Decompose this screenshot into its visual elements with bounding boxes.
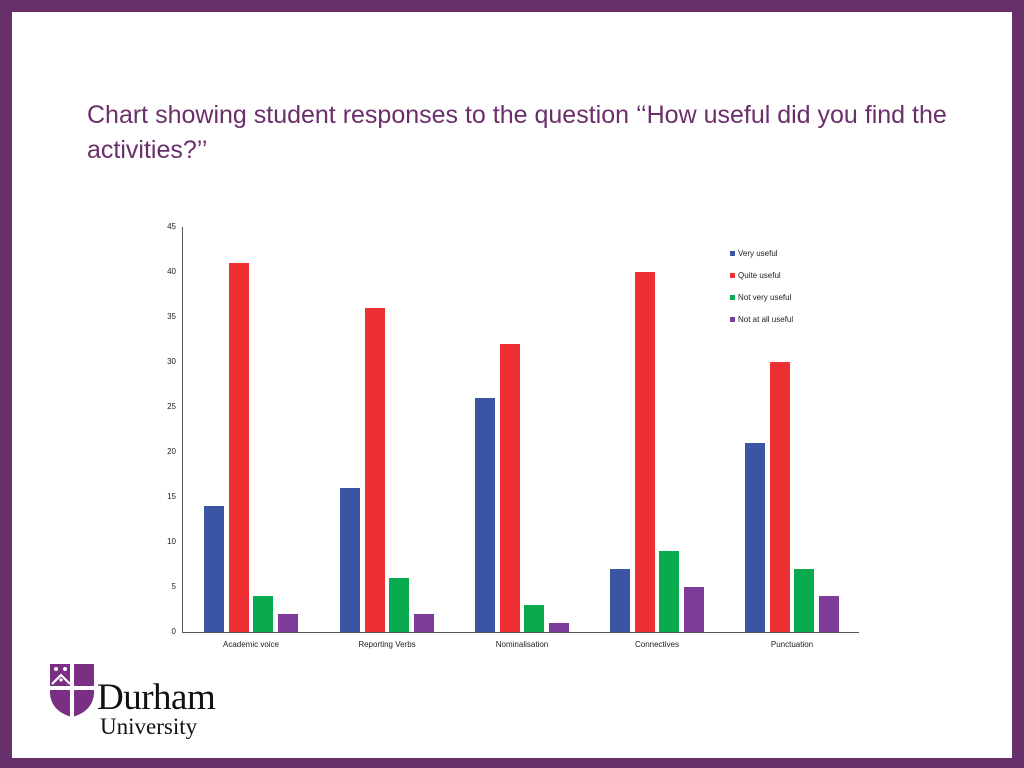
legend-item: Very useful: [730, 242, 793, 264]
legend-item: Quite useful: [730, 264, 793, 286]
bar-quite-useful: [364, 308, 385, 632]
legend-label: Not very useful: [738, 292, 792, 302]
durham-university-logo: Durham University: [45, 662, 235, 747]
bar-not-at-all-useful: [549, 623, 570, 632]
y-tick-label: 20: [167, 447, 176, 456]
slide-title: Chart showing student responses to the q…: [87, 101, 947, 164]
bar-not-very-useful: [524, 605, 545, 632]
bar-very-useful: [475, 398, 495, 632]
legend-label: Very useful: [738, 248, 778, 258]
y-tick-label: 30: [167, 357, 176, 366]
x-category-label: Connectives: [634, 640, 680, 649]
x-category-label: Academic voice: [222, 640, 280, 649]
chart-legend: Very useful Quite useful Not very useful No…: [730, 242, 793, 330]
legend-label: Not at all useful: [738, 314, 794, 324]
y-tick-label: 35: [167, 312, 176, 321]
slide: Chart showing student responses to the q…: [12, 12, 1012, 758]
x-category-label: Reporting Verbs: [358, 640, 416, 649]
bar-very-useful: [204, 506, 224, 632]
y-tick-label: 25: [167, 402, 176, 411]
x-category-label: Punctuation: [770, 640, 814, 649]
bar-not-very-useful: [389, 578, 410, 632]
bar-quite-useful: [228, 263, 249, 632]
x-category-label: Nominalisation: [495, 640, 549, 649]
y-tick-label: 40: [167, 267, 176, 276]
bar-not-very-useful: [659, 551, 680, 632]
bar-very-useful: [610, 569, 630, 632]
logo-name-durham: Durham: [97, 677, 216, 718]
legend-swatch: [730, 294, 735, 300]
legend-item: Not very useful: [730, 286, 793, 308]
y-axis: [182, 227, 183, 632]
bar-very-useful: [745, 443, 765, 632]
y-tick-label: 5: [171, 582, 176, 591]
y-tick-label: 0: [171, 627, 176, 636]
bar-not-at-all-useful: [414, 614, 435, 632]
legend-swatch: [730, 250, 735, 256]
legend-item: Not at all useful: [730, 308, 793, 330]
legend-swatch: [730, 272, 735, 278]
bar-not-very-useful: [794, 569, 815, 632]
legend-swatch: [730, 316, 735, 322]
bar-very-useful: [340, 488, 360, 632]
bar-quite-useful: [634, 272, 655, 632]
legend-label: Quite useful: [738, 270, 781, 280]
y-tick-label: 45: [167, 222, 176, 231]
bar-not-at-all-useful: [278, 614, 299, 632]
bar-quite-useful: [769, 362, 790, 632]
bar-not-at-all-useful: [819, 596, 840, 632]
bar-quite-useful: [499, 344, 520, 632]
bar-not-at-all-useful: [684, 587, 705, 632]
durham-shield-icon: [50, 664, 94, 717]
logo-name-university: University: [100, 714, 198, 739]
y-tick-label: 10: [167, 537, 176, 546]
bar-not-very-useful: [253, 596, 274, 632]
x-axis: [182, 632, 859, 633]
bar-chart: 0 5 10 15 20 25 30 35 40 45 Academic voice Reporti…: [12, 12, 1012, 758]
y-tick-label: 15: [167, 492, 176, 501]
